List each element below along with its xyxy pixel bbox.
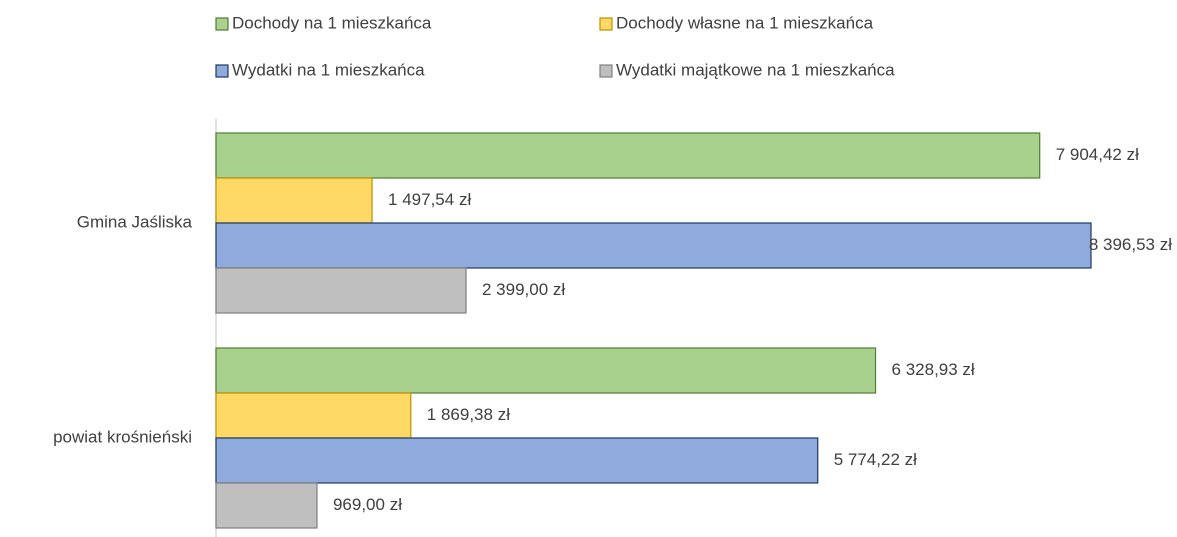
bar: [215, 222, 1092, 269]
bar: [215, 132, 1041, 179]
legend-swatch: [215, 64, 229, 78]
data-label: 8 396,53 zł: [1089, 235, 1172, 254]
category-label: Gmina Jaśliska: [77, 212, 193, 231]
bar: [215, 482, 318, 529]
legend-swatch: [599, 64, 613, 78]
bar: [215, 392, 412, 439]
legend-swatch: [215, 17, 229, 31]
legend-label: Wydatki majątkowe na 1 mieszkańca: [616, 60, 895, 79]
data-label: 6 328,93 zł: [892, 360, 975, 379]
bar: [215, 267, 467, 314]
data-label: 5 774,22 zł: [834, 450, 917, 469]
bar: [215, 177, 373, 224]
data-label: 7 904,42 zł: [1056, 145, 1139, 164]
bar: [215, 437, 819, 484]
legend-label: Wydatki na 1 mieszkańca: [232, 60, 425, 79]
legend-swatch: [599, 17, 613, 31]
data-label: 1 869,38 zł: [427, 405, 510, 424]
legend-label: Dochody własne na 1 mieszkańca: [616, 13, 874, 32]
data-label: 969,00 zł: [333, 495, 402, 514]
legend-label: Dochody na 1 mieszkańca: [232, 13, 432, 32]
data-label: 1 497,54 zł: [388, 190, 471, 209]
category-label: powiat krośnieński: [53, 427, 192, 446]
bar: [215, 347, 877, 394]
data-label: 2 399,00 zł: [482, 280, 565, 299]
